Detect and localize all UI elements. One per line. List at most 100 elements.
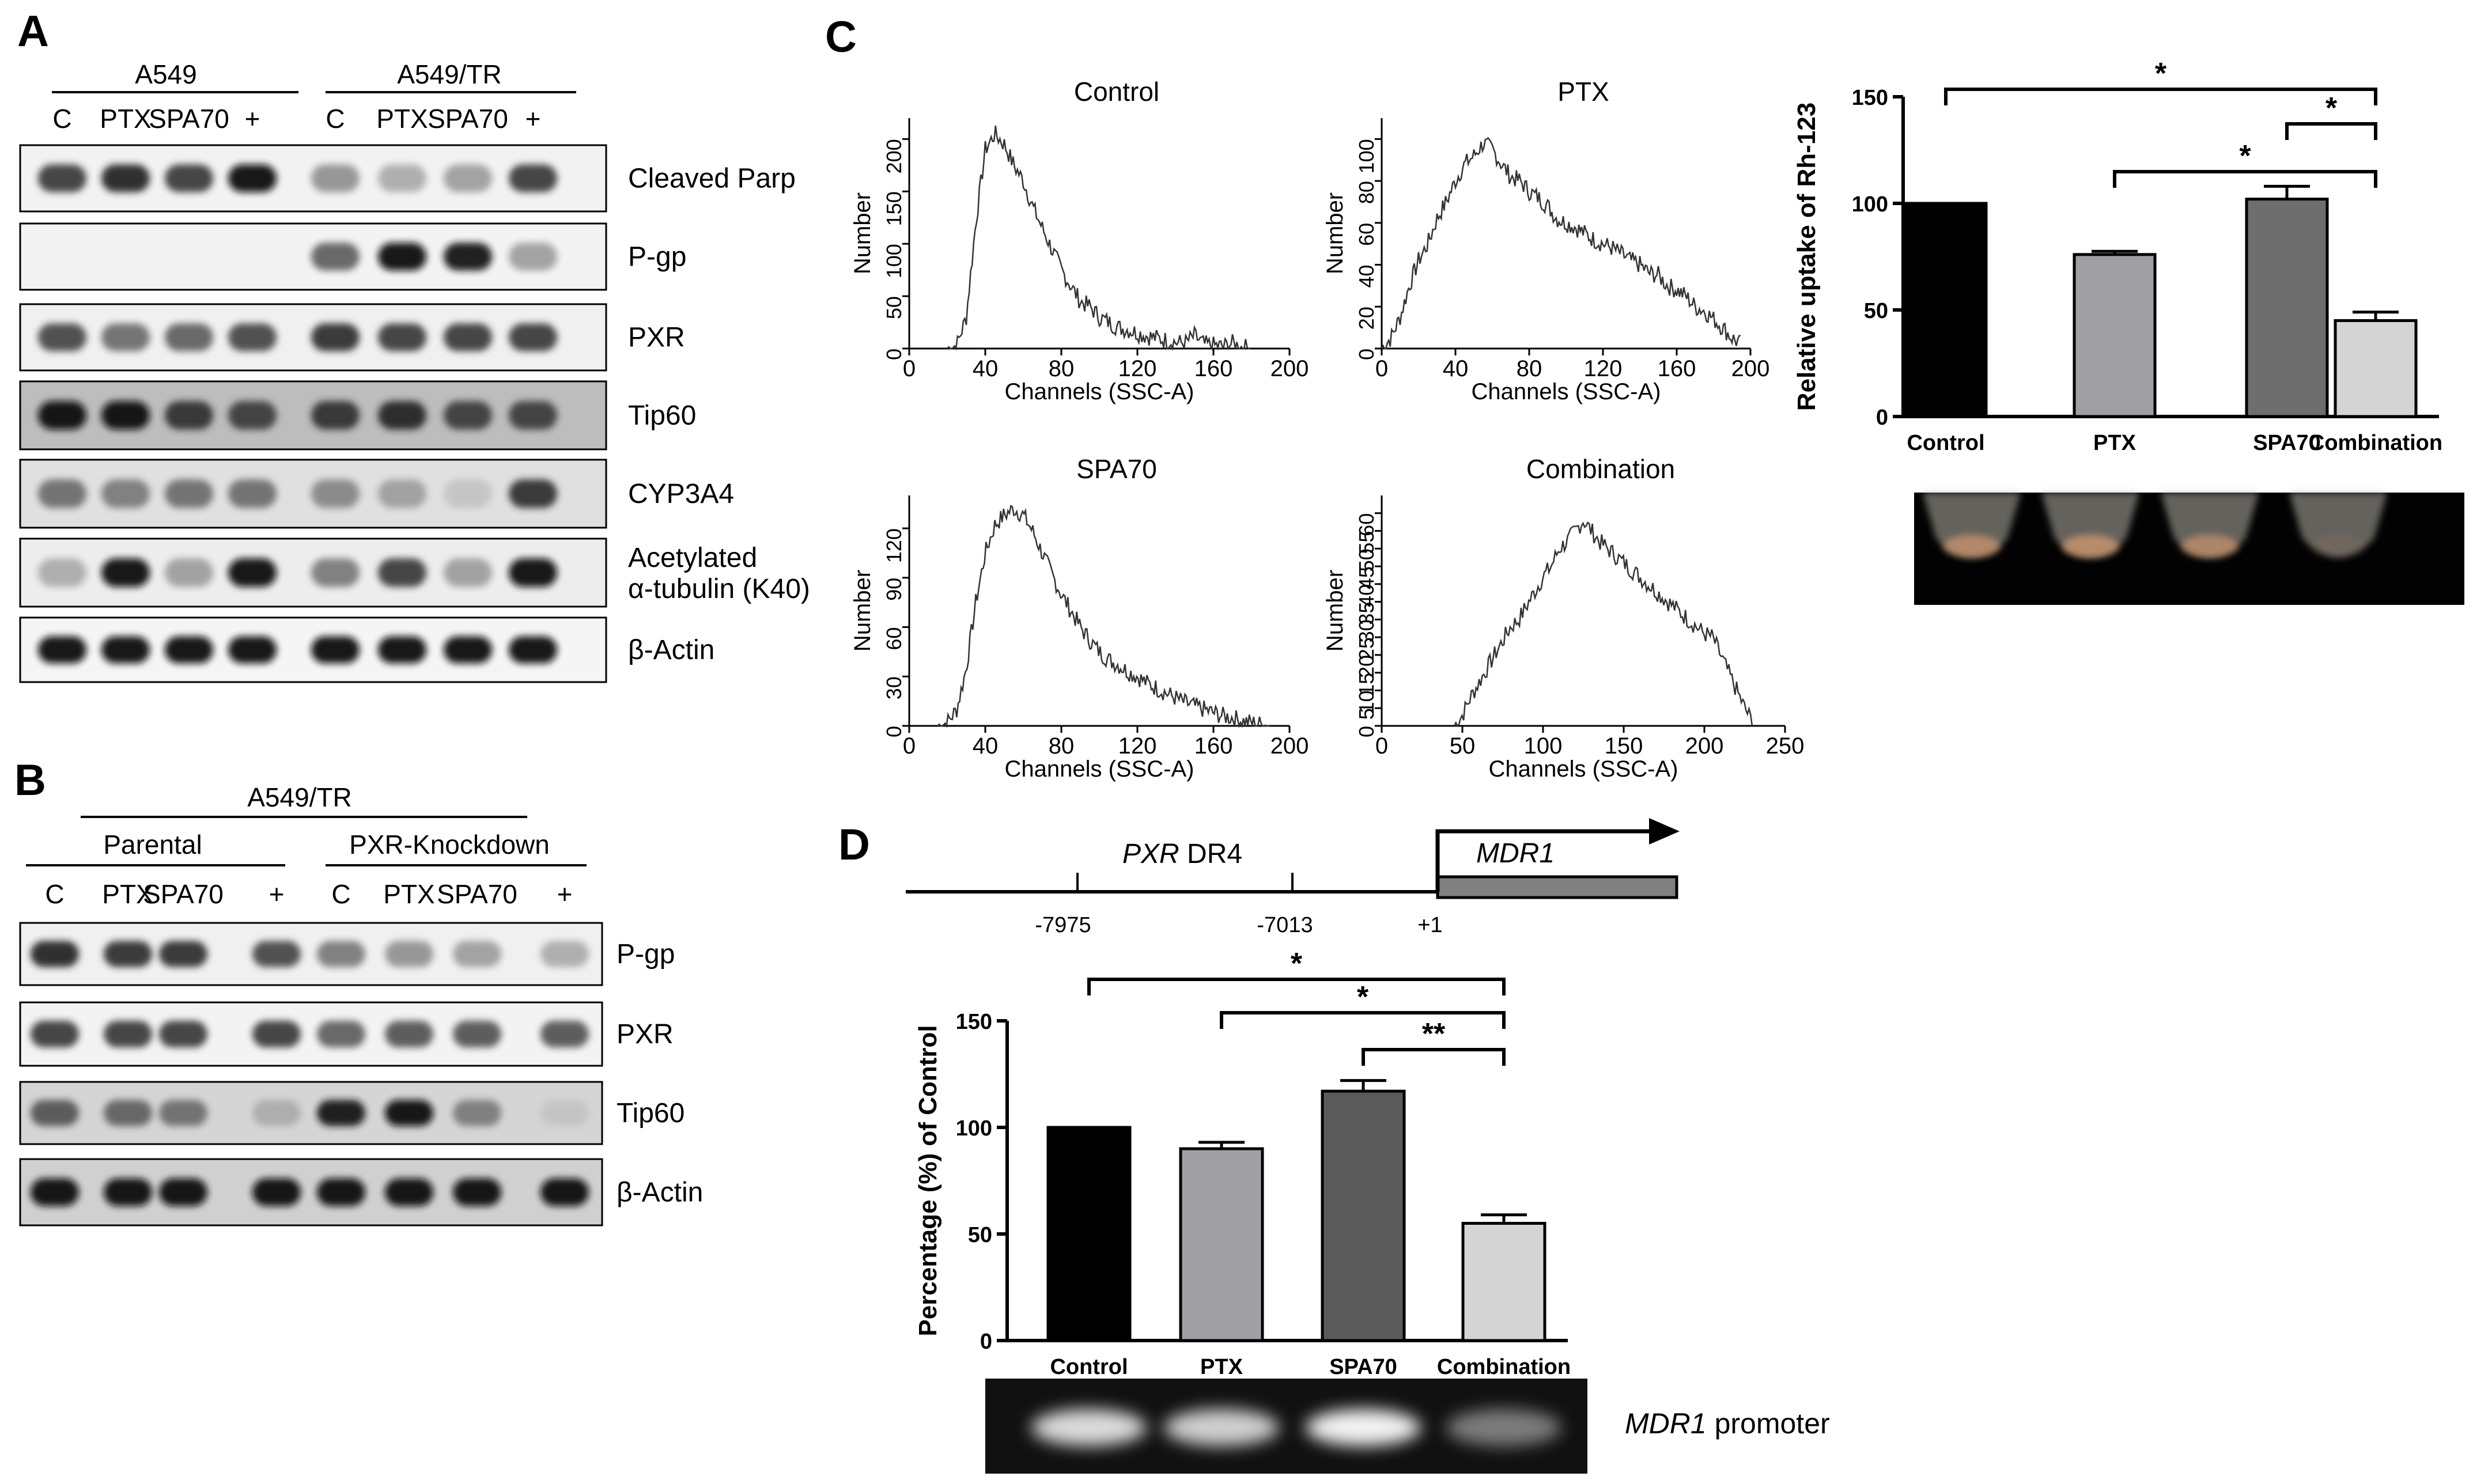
blot-label: Tip60 xyxy=(628,400,696,431)
blot-band xyxy=(31,1178,79,1206)
blot-band xyxy=(540,941,589,967)
blot-label: Tip60 xyxy=(617,1098,685,1129)
blot-band xyxy=(453,1020,501,1048)
y-axis-title: Relative uptake of Rh-123 xyxy=(1793,103,1821,411)
blot-row-1: Cleaved Parp xyxy=(19,144,796,213)
y-tick-label: 30 xyxy=(882,676,906,699)
pxr-dr4-label-dr4: DR4 xyxy=(1179,839,1242,869)
pxr-dr4-label: PXR DR4 xyxy=(1122,839,1242,869)
x-tick-label: 160 xyxy=(1194,356,1233,381)
blot-label: β-Actin xyxy=(617,1178,703,1208)
x-tick-label: 120 xyxy=(1118,356,1157,381)
blot-band xyxy=(165,401,213,430)
y-tick-label: 15 xyxy=(1355,673,1378,696)
blot-label: β-Actin xyxy=(628,635,714,665)
blot-band xyxy=(252,941,301,967)
blot-band xyxy=(101,323,150,351)
histogram-trace xyxy=(937,505,1270,729)
x-tick-label: 80 xyxy=(1049,356,1075,381)
y-tick-label: 55 xyxy=(1355,531,1378,554)
panel-b-title: A549/TR xyxy=(247,782,352,812)
blot-band xyxy=(385,1100,433,1126)
tube-pellet xyxy=(2309,535,2367,558)
blot-band xyxy=(311,401,360,430)
blot-band xyxy=(311,479,360,508)
panel-label-b: B xyxy=(14,756,46,805)
y-axis-title: Number xyxy=(850,192,875,274)
blot-band xyxy=(228,636,277,664)
blot-label-line1: Acetylated xyxy=(628,543,757,573)
blot-band xyxy=(101,636,150,664)
gel-band-3 xyxy=(1306,1409,1421,1446)
histogram-trace xyxy=(1381,137,1741,350)
y-tick-label: 60 xyxy=(882,627,906,650)
lane-label-8: + xyxy=(557,879,573,909)
blot-band xyxy=(509,479,557,508)
transcription-arrowhead xyxy=(1649,818,1680,845)
blot-row-4: Tip60 xyxy=(19,380,696,450)
x-tick-label: 80 xyxy=(1517,356,1542,381)
panel-a-group-a549tr: A549/TR xyxy=(397,59,502,89)
blot-label: P-gp xyxy=(628,242,686,272)
y-tick-label: 150 xyxy=(956,1010,992,1034)
tube-photo xyxy=(1914,493,2464,605)
x-tick-label: 150 xyxy=(1605,733,1643,759)
y-tick-label: 20 xyxy=(1355,655,1378,678)
blot-band xyxy=(540,1020,589,1048)
x-tick-label: 0 xyxy=(903,356,916,381)
bar-combination xyxy=(2334,319,2418,418)
blot-band xyxy=(509,558,557,587)
mdr1-gene-label: MDR1 xyxy=(1476,838,1555,869)
blot-band xyxy=(540,1178,589,1206)
blot-row-2: PXR xyxy=(19,1001,674,1067)
x-tick-label: 200 xyxy=(1685,733,1724,759)
y-tick-label: 0 xyxy=(882,349,906,360)
y-tick-label: 90 xyxy=(882,578,906,601)
blot-band xyxy=(444,323,492,351)
y-axis-title: Number xyxy=(850,570,875,652)
blot-band xyxy=(38,479,86,508)
bar-spa70 xyxy=(1321,1089,1406,1342)
x-tick-label: 40 xyxy=(1443,356,1469,381)
gel-band-1 xyxy=(1031,1409,1147,1446)
blot-row-3: Tip60 xyxy=(19,1081,685,1145)
blot-band xyxy=(378,636,426,664)
y-tick-label: 25 xyxy=(1355,637,1378,660)
panel-b-blots: P-gp PXR Tip60 β-Actin xyxy=(19,922,703,1226)
lane-label-3: SPA70 xyxy=(149,104,229,134)
histogram-title: SPA70 xyxy=(1076,454,1157,484)
y-tick-label: 100 xyxy=(882,244,906,278)
x-tick-label: 200 xyxy=(1731,356,1770,381)
blot-row-4: β-Actin xyxy=(19,1158,703,1226)
blot-band xyxy=(317,1178,365,1206)
lane-label-4: + xyxy=(245,104,260,134)
blot-band xyxy=(509,636,557,664)
blot-band xyxy=(228,164,277,192)
y-tick-label: 50 xyxy=(1355,548,1378,571)
y-tick-label: 40 xyxy=(1355,584,1378,607)
histogram-title: PTX xyxy=(1557,77,1609,107)
position-7975: -7975 xyxy=(1035,913,1091,937)
blot-band xyxy=(252,1100,301,1126)
x-tick-label: 0 xyxy=(1375,733,1388,759)
bar-spa70 xyxy=(2245,198,2329,418)
lane-label-5: C xyxy=(331,879,350,909)
x-tick-label: 250 xyxy=(1766,733,1805,759)
mdr1-gene-box xyxy=(1436,875,1678,899)
blot-band xyxy=(38,558,86,587)
blot-band xyxy=(444,479,492,508)
significance-bracket xyxy=(2285,122,2377,140)
blot-band xyxy=(453,1100,501,1126)
blot-band xyxy=(444,401,492,430)
blot-band xyxy=(228,323,277,351)
x-tick-label: Control xyxy=(1907,431,1984,455)
position-plus1: +1 xyxy=(1417,913,1442,937)
blot-row-1: P-gp xyxy=(19,922,675,986)
y-tick-label: 0 xyxy=(882,726,906,737)
blot-band xyxy=(378,164,426,192)
blot-band xyxy=(311,243,360,271)
blot-band xyxy=(378,558,426,587)
blot-band xyxy=(540,1100,589,1126)
